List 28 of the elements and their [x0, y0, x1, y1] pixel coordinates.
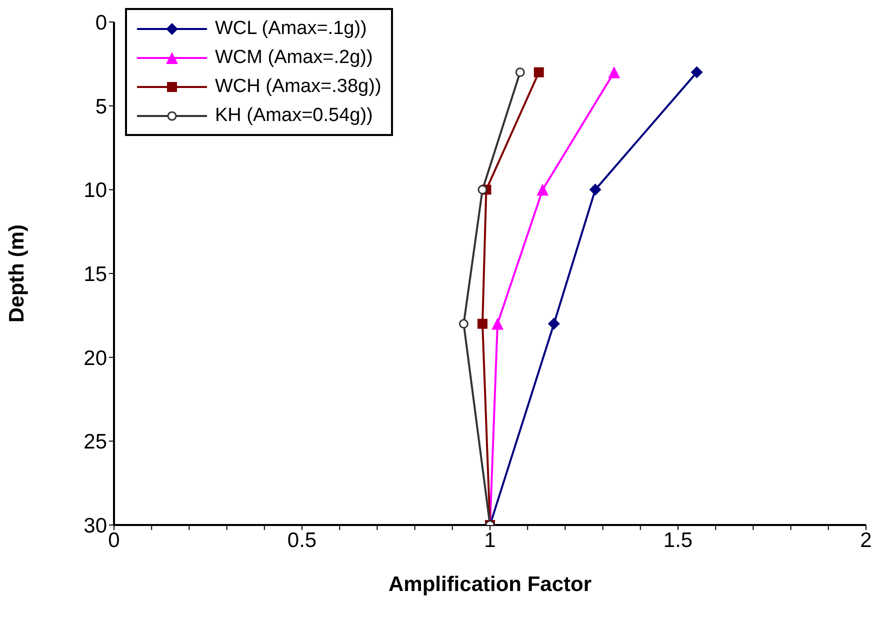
point: [534, 67, 544, 78]
y-tick-label: 25: [84, 430, 107, 454]
x-axis-title: Amplification Factor: [388, 573, 592, 596]
point: [536, 184, 549, 196]
point: [515, 68, 525, 78]
point: [458, 319, 468, 329]
point: [690, 66, 703, 78]
y-tick-label: 5: [95, 95, 107, 118]
y-axis-title: Depth (m): [5, 224, 28, 322]
y-tick-label: 15: [84, 262, 107, 286]
y-tick-label: 0: [95, 11, 107, 34]
point: [477, 318, 488, 329]
point: [548, 318, 560, 330]
x-tick-label: 1.5: [663, 528, 693, 552]
legend-label: WCL (Amax=.1g)): [215, 17, 367, 41]
x-tick-label: 0.5: [287, 528, 317, 552]
point: [608, 66, 620, 78]
x-tick-label: 2: [860, 528, 872, 552]
y-tick-label: 20: [84, 346, 107, 370]
point: [478, 184, 488, 194]
point: [589, 184, 602, 196]
point: [492, 318, 504, 330]
x-tick-label: 1: [484, 528, 496, 552]
legend-label: KH (Amax=0.54g)): [215, 104, 373, 128]
y-tick-label: 10: [84, 179, 107, 202]
y-tick-label: 30: [84, 514, 107, 538]
legend-label: WCH (Amax=.38g)): [215, 75, 382, 99]
legend-label: WCM (Amax=.2g)): [215, 46, 373, 70]
